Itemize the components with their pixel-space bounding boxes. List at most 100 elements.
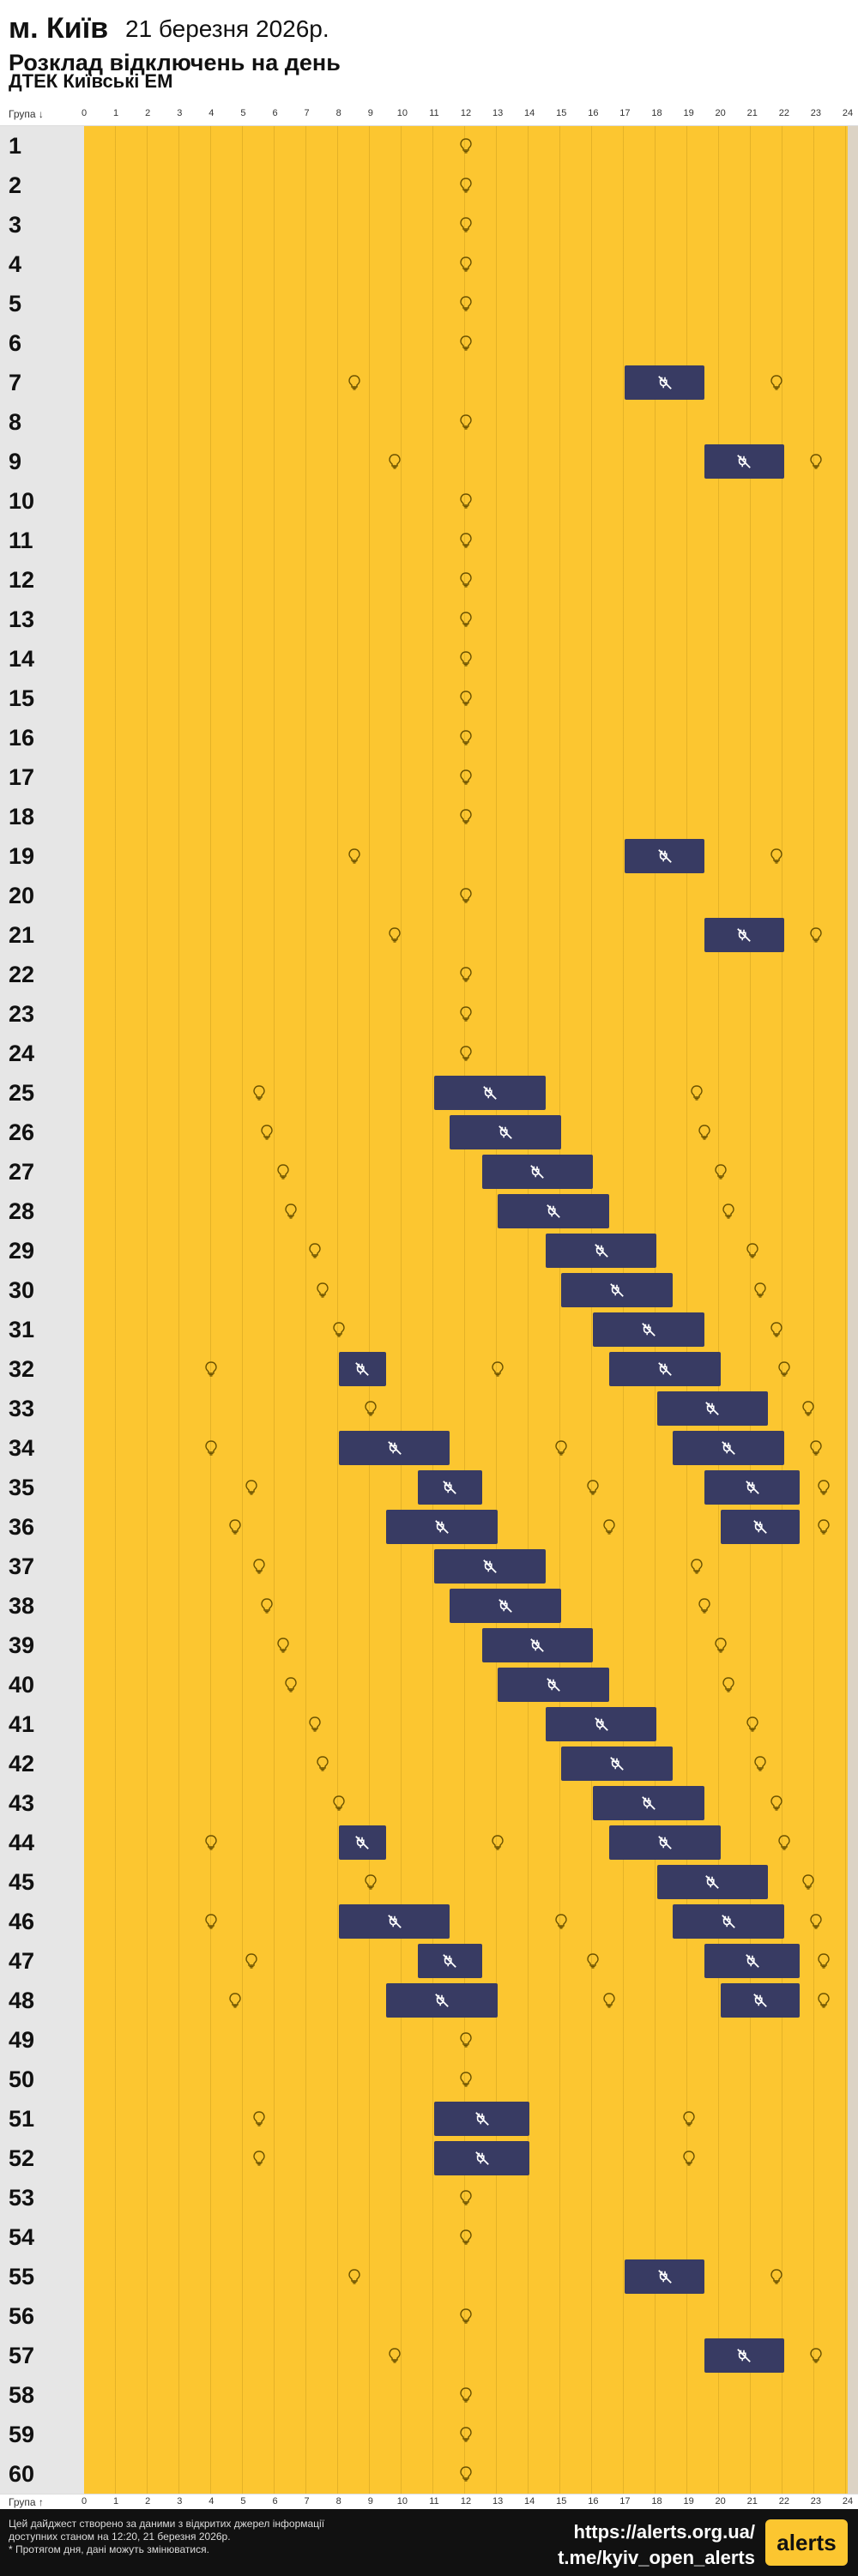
outage-block [608,1825,721,1860]
power-timeline [84,2060,848,2099]
hour-tick: 21 [746,2496,758,2507]
power-timeline [84,521,848,560]
timeline-endcap [848,1428,858,1468]
group-row: 59 [0,2415,858,2454]
timeline-endcap [848,2415,858,2454]
lightbulb-icon [603,1993,615,2008]
group-row: 9 [0,442,858,481]
lightbulb-icon [460,2190,472,2205]
hour-tick: 13 [492,2496,504,2507]
lightbulb-icon [460,2072,472,2087]
lightbulb-icon [285,1204,297,1219]
group-row: 40 [0,1665,858,1704]
group-number: 25 [0,1073,84,1113]
power-timeline [84,1389,848,1428]
group-number: 8 [0,402,84,442]
group-number: 19 [0,836,84,876]
group-row: 6 [0,323,858,363]
group-number: 43 [0,1783,84,1823]
power-off-icon [657,849,672,863]
lightbulb-icon [348,375,360,390]
lightbulb-icon [754,1756,766,1771]
group-number: 54 [0,2217,84,2257]
outage-block [704,444,784,479]
group-number: 10 [0,481,84,521]
disclaimer: Цей дайджест створено за даними з відкри… [9,2518,352,2556]
hour-tick: 13 [492,108,504,118]
lightbulb-icon [492,1361,504,1377]
lightbulb-icon [365,1874,377,1890]
lightbulb-icon [460,809,472,824]
lightbulb-icon [555,1914,567,1929]
power-timeline [84,1113,848,1152]
outage-block [450,1589,562,1623]
outage-block [481,1628,594,1662]
lightbulb-icon [587,1480,600,1495]
power-off-icon [705,1402,720,1415]
group-number: 46 [0,1902,84,1941]
outage-block [704,918,784,952]
hour-tick: 17 [619,108,631,118]
power-timeline [84,1626,848,1665]
timeline-endcap [848,1231,858,1270]
group-row: 21 [0,915,858,955]
lightbulb-icon [698,1598,710,1614]
lightbulb-icon [810,454,822,469]
hour-tick: 10 [396,2496,408,2507]
power-off-icon [474,2112,489,2126]
hour-tick: 9 [367,108,373,118]
power-timeline [84,1349,848,1389]
group-number: 49 [0,2020,84,2060]
group-number: 22 [0,955,84,994]
schedule-date: 21 березня 2026р. [125,15,329,42]
power-off-icon [722,1441,735,1455]
lightbulb-icon [691,1559,703,1574]
group-number: 60 [0,2454,84,2494]
power-off-icon [753,1994,767,2007]
power-timeline [84,876,848,915]
timeline-endcap [848,757,858,797]
hour-tick: 23 [810,2496,822,2507]
group-number: 30 [0,1270,84,1310]
lightbulb-icon [691,1085,703,1101]
lightbulb-icon [317,1756,329,1771]
alerts-logo: alerts [765,2519,848,2566]
timeline-endcap [848,205,858,244]
outage-block [338,1825,387,1860]
power-timeline [84,757,848,797]
group-number: 52 [0,2139,84,2178]
outage-block [625,839,705,873]
lightbulb-icon [332,1322,345,1337]
group-column-label-bottom: Група ↑ [9,2496,44,2508]
group-row: 26 [0,1113,858,1152]
group-number: 55 [0,2257,84,2296]
lightbulb-icon [460,296,472,311]
site-link[interactable]: https://alerts.org.ua/ [573,2521,755,2543]
footer-links: https://alerts.org.ua/ t.me/kyiv_open_al… [558,2519,755,2571]
lightbulb-icon [261,1598,273,1614]
hour-tick: 7 [304,2496,310,2507]
lightbulb-icon [205,1440,218,1456]
group-row: 23 [0,994,858,1034]
power-timeline [84,2415,848,2454]
lightbulb-icon [810,2348,822,2363]
timeline-endcap [848,994,858,1034]
timeline-endcap [848,126,858,166]
group-row: 10 [0,481,858,521]
hour-tick: 18 [651,108,662,118]
group-row: 37 [0,1547,858,1586]
lightbulb-icon [388,454,401,469]
telegram-link[interactable]: t.me/kyiv_open_alerts [558,2547,755,2568]
lightbulb-icon [277,1164,289,1179]
group-number: 35 [0,1468,84,1507]
timeline-endcap [848,244,858,284]
group-row: 31 [0,1310,858,1349]
hour-tick: 4 [208,2496,214,2507]
group-number: 36 [0,1507,84,1547]
group-number: 28 [0,1191,84,1231]
power-timeline [84,2336,848,2375]
timeline-endcap [848,1468,858,1507]
timeline-endcap [848,1507,858,1547]
hour-tick: 4 [208,108,214,118]
lightbulb-icon [460,967,472,982]
